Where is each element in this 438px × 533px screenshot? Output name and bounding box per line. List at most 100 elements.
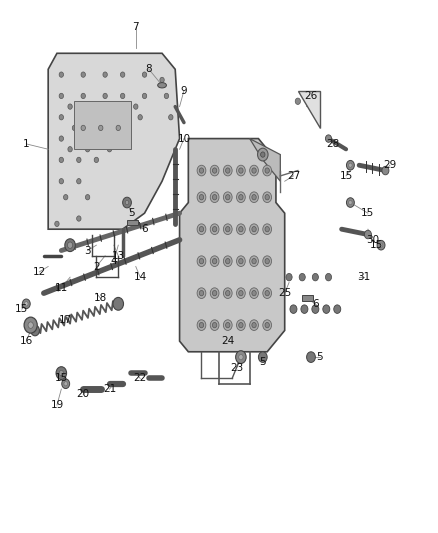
Circle shape (346, 198, 354, 207)
Bar (74, 101, 131, 149)
Circle shape (22, 299, 30, 309)
Circle shape (290, 305, 297, 313)
Circle shape (77, 136, 81, 141)
Circle shape (237, 288, 245, 298)
Circle shape (223, 192, 232, 203)
Circle shape (197, 165, 206, 176)
Circle shape (364, 230, 371, 239)
Circle shape (226, 168, 230, 173)
Text: 15: 15 (15, 304, 28, 314)
Circle shape (81, 125, 85, 131)
Circle shape (382, 166, 389, 175)
Text: 13: 13 (112, 251, 125, 261)
Text: 30: 30 (366, 235, 379, 245)
Circle shape (134, 104, 138, 109)
Circle shape (252, 259, 256, 264)
Circle shape (120, 93, 125, 99)
Circle shape (125, 200, 129, 205)
Polygon shape (180, 139, 285, 352)
Circle shape (295, 98, 300, 104)
Circle shape (28, 322, 33, 328)
Circle shape (85, 195, 90, 200)
Circle shape (72, 125, 77, 131)
Circle shape (239, 354, 243, 360)
Circle shape (250, 192, 258, 203)
Circle shape (199, 259, 204, 264)
Circle shape (199, 195, 204, 200)
Circle shape (252, 322, 256, 328)
Circle shape (263, 165, 272, 176)
Circle shape (265, 290, 269, 296)
Circle shape (103, 93, 107, 99)
Circle shape (197, 224, 206, 235)
Circle shape (239, 195, 243, 200)
Circle shape (142, 93, 147, 99)
Text: 7: 7 (132, 22, 139, 31)
Circle shape (226, 322, 230, 328)
Text: 27: 27 (287, 171, 300, 181)
Circle shape (252, 290, 256, 296)
Circle shape (103, 72, 107, 77)
Circle shape (252, 195, 256, 200)
Circle shape (265, 195, 269, 200)
Text: 8: 8 (145, 64, 152, 74)
Circle shape (261, 152, 265, 157)
Circle shape (107, 147, 112, 152)
Circle shape (299, 273, 305, 281)
Text: 15: 15 (55, 374, 68, 383)
Circle shape (237, 224, 245, 235)
Circle shape (226, 227, 230, 232)
Circle shape (123, 197, 131, 208)
Circle shape (265, 259, 269, 264)
Circle shape (77, 216, 81, 221)
Circle shape (210, 320, 219, 330)
Circle shape (67, 242, 73, 248)
Circle shape (59, 370, 64, 376)
Circle shape (226, 259, 230, 264)
Circle shape (199, 290, 204, 296)
Text: 19: 19 (50, 400, 64, 410)
Circle shape (263, 320, 272, 330)
Circle shape (94, 136, 99, 141)
Circle shape (68, 147, 72, 152)
Circle shape (197, 256, 206, 266)
Circle shape (99, 125, 103, 131)
Text: 18: 18 (94, 294, 107, 303)
Text: 3: 3 (84, 246, 91, 255)
Circle shape (59, 136, 64, 141)
Circle shape (94, 157, 99, 163)
Circle shape (199, 322, 204, 328)
Circle shape (77, 179, 81, 184)
Text: 6: 6 (141, 224, 148, 234)
Circle shape (77, 115, 81, 120)
Circle shape (265, 168, 269, 173)
Circle shape (307, 352, 315, 362)
Circle shape (59, 72, 64, 77)
Circle shape (112, 136, 116, 141)
Polygon shape (298, 91, 320, 128)
Circle shape (263, 224, 272, 235)
Circle shape (160, 77, 164, 83)
Circle shape (99, 125, 103, 131)
Circle shape (263, 256, 272, 266)
Circle shape (59, 179, 64, 184)
Circle shape (210, 192, 219, 203)
Text: 6: 6 (312, 299, 319, 309)
Circle shape (125, 125, 129, 131)
Text: 23: 23 (230, 363, 243, 373)
Circle shape (197, 320, 206, 330)
Circle shape (223, 288, 232, 298)
Circle shape (312, 273, 318, 281)
Circle shape (212, 195, 217, 200)
Text: 5: 5 (259, 358, 266, 367)
Circle shape (113, 297, 124, 310)
Circle shape (265, 322, 269, 328)
Circle shape (250, 320, 258, 330)
Circle shape (112, 104, 116, 109)
Circle shape (250, 165, 258, 176)
Circle shape (325, 135, 332, 142)
Circle shape (349, 200, 352, 205)
Text: 11: 11 (55, 283, 68, 293)
Text: 15: 15 (370, 240, 383, 250)
Circle shape (239, 290, 243, 296)
